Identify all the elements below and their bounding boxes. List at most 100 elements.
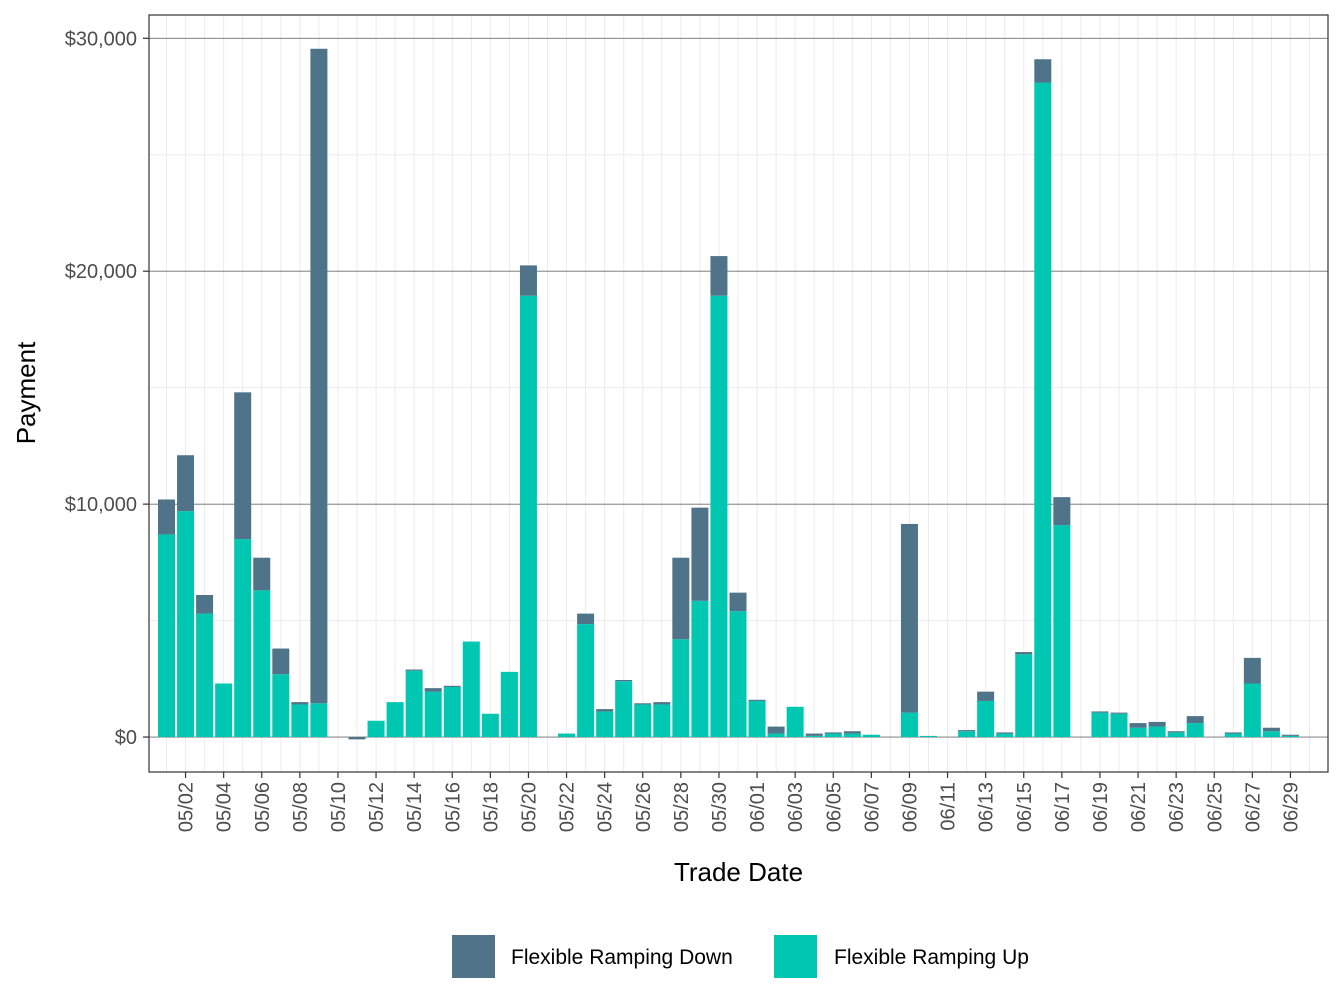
x-tick-label: 05/08 [290,782,312,832]
bar-up-06-26 [1224,733,1242,738]
bar-down-05-05 [234,392,252,540]
bar-down-06-28 [1262,727,1280,732]
bar-up-05-02 [177,511,195,738]
bar-up-05-03 [196,613,214,738]
bar-down-05-06 [253,557,271,591]
bar-up-06-02 [767,733,785,738]
bar-down-06-02 [767,726,785,734]
bar-up-05-14 [405,670,423,738]
bar-up-05-09 [310,703,328,738]
bar-up-05-01 [158,534,175,738]
x-tick-label: 05/20 [518,782,540,832]
x-tick-label: 05/28 [671,782,693,832]
x-tick-label: 05/30 [709,782,731,832]
plot-border [148,14,1329,773]
bar-up-06-23 [1167,732,1185,738]
bar-up-06-12 [958,731,976,738]
x-tick-label: 05/14 [404,782,426,832]
bar-up-06-01 [748,700,766,738]
x-tick-label: 06/29 [1280,782,1302,832]
y-axis: $0 $10,000 $20,000 $30,000 [65,28,149,749]
x-tick-label: 06/25 [1204,782,1226,832]
bar-up-05-29 [691,600,709,738]
bar-up-06-03 [786,706,804,738]
bar-up-05-19 [500,671,518,738]
bar-down-05-27 [653,702,671,705]
x-tick-label: 06/09 [899,782,921,832]
x-axis-title: Trade Date [674,857,803,887]
bar-up-06-06 [843,733,861,738]
bar-down-06-13 [977,691,995,701]
bar-down-05-29 [691,507,709,601]
x-axis: 05/02 05/04 05/06 05/08 05/10 05/12 05/14 05/16… [176,772,1302,832]
legend-label-flexible-ramping-up: Flexible Ramping Up [834,946,1029,969]
bar-up-05-24 [596,711,614,738]
bar-down-05-08 [291,702,309,705]
y-tick-label: $10,000 [65,494,137,516]
bar-up-06-21 [1129,727,1147,738]
bar-down-05-25 [615,679,633,682]
legend-label-flexible-ramping-down: Flexible Ramping Down [511,946,733,969]
x-tick-label: 06/15 [1014,782,1036,832]
y-tick-label: $30,000 [65,28,137,50]
x-tick-label: 05/24 [595,782,617,832]
bar-down-05-30 [710,256,728,296]
bar-up-06-29 [1281,735,1299,738]
x-tick-label: 06/05 [823,782,845,832]
bar-up-05-26 [634,704,652,738]
bar-down-05-11 [348,737,366,740]
bar-up-05-27 [653,704,671,738]
bar-down-06-21 [1129,723,1147,728]
x-tick-label: 05/04 [214,782,236,832]
bar-up-05-28 [672,639,690,738]
bar-down-05-15 [424,688,442,692]
bar-down-06-09 [900,523,918,713]
bar-up-05-22 [558,733,576,738]
bar-down-06-01 [748,699,766,701]
bar-down-06-24 [1186,716,1204,724]
bar-down-06-29 [1281,734,1299,736]
bar-up-05-13 [386,702,404,738]
x-tick-label: 06/27 [1242,782,1264,832]
bar-down-06-20 [1110,712,1128,714]
bar-down-05-20 [519,265,537,296]
bar-down-05-24 [596,709,614,712]
x-tick-label: 06/11 [938,782,960,831]
y-tick-label: $0 [115,727,137,749]
bar-up-06-24 [1186,723,1204,738]
bar-up-05-30 [710,295,728,738]
bar-up-05-12 [367,720,385,738]
x-tick-label: 05/10 [328,782,350,832]
x-tick-label: 06/01 [747,782,769,832]
x-tick-label: 05/12 [366,782,388,832]
bar-down-06-27 [1243,657,1261,684]
x-tick-label: 06/23 [1166,782,1188,832]
bar-down-06-06 [843,731,861,734]
bar-up-06-05 [824,733,842,738]
bar-down-05-23 [577,613,595,625]
bar-up-06-19 [1091,712,1109,738]
bar-down-06-26 [1224,732,1242,734]
bar-up-05-16 [443,686,461,738]
bar-up-05-20 [519,295,537,738]
x-tick-label: 05/26 [633,782,655,832]
x-tick-label: 06/17 [1052,782,1074,832]
legend-swatch-flexible-ramping-down [452,935,495,978]
bar-down-05-01 [158,499,175,535]
y-axis-title: Payment [11,341,41,444]
bar-up-06-14 [996,733,1014,738]
bar-up-06-27 [1243,683,1261,738]
bar-down-05-28 [672,557,690,640]
x-tick-label: 05/22 [557,782,579,832]
bar-down-05-07 [272,648,290,675]
bar-down-05-16 [443,685,461,687]
bar-up-06-20 [1110,713,1128,738]
legend-swatch-flexible-ramping-up [774,935,817,978]
bar-up-05-31 [729,611,747,738]
bar-up-05-07 [272,674,290,738]
bar-down-06-05 [824,732,842,734]
bar-down-05-31 [729,592,747,612]
bar-up-06-10 [920,735,937,738]
legend: Flexible Ramping Down Flexible Ramping U… [452,935,1029,978]
